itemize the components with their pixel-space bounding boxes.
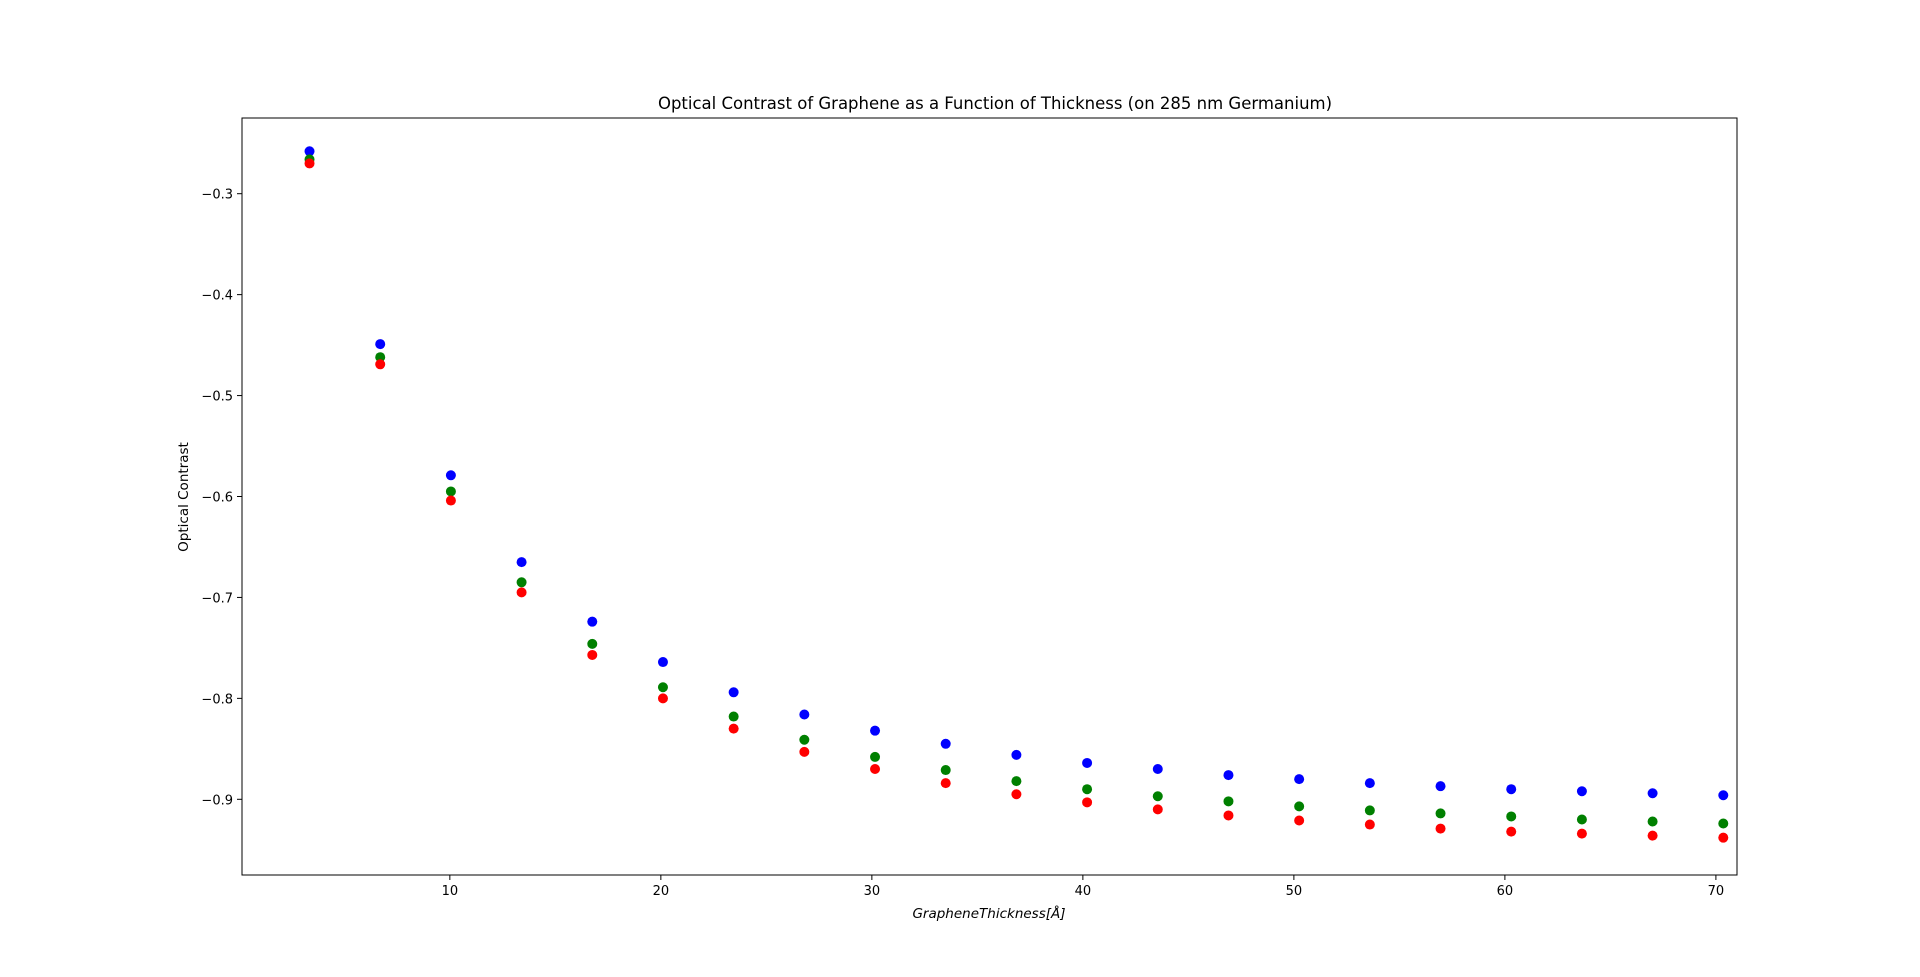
data-point (1506, 826, 1517, 837)
data-point (1718, 818, 1729, 829)
data-point (1435, 781, 1446, 792)
data-point (728, 687, 739, 698)
x-tick-label: 30 (864, 884, 881, 899)
data-point (516, 557, 527, 568)
data-point (799, 734, 810, 745)
data-point (445, 486, 456, 497)
data-point (1576, 828, 1587, 839)
data-point (1223, 810, 1234, 821)
data-point (1011, 749, 1022, 760)
data-point (940, 778, 951, 789)
y-tick-label: −0.4 (201, 289, 233, 304)
data-point (304, 158, 315, 169)
data-point (1294, 801, 1305, 812)
data-point (1435, 823, 1446, 834)
y-tick-label: −0.9 (201, 793, 233, 808)
y-tick-label: −0.6 (201, 491, 233, 506)
chart-title: Optical Contrast of Graphene as a Functi… (658, 94, 1332, 113)
data-point (1506, 784, 1517, 795)
data-point (445, 495, 456, 506)
data-point (1011, 776, 1022, 787)
x-tick-label: 40 (1075, 884, 1092, 899)
data-point (728, 723, 739, 734)
data-point (1647, 816, 1658, 827)
data-point (870, 751, 881, 762)
x-tick-label: 70 (1708, 884, 1725, 899)
data-point (1294, 815, 1305, 826)
data-point (1364, 819, 1375, 830)
series-1 (304, 154, 1729, 829)
x-axis-ticks: 10 20 30 40 50 60 70 (442, 875, 1725, 899)
data-point (728, 711, 739, 722)
data-point (1223, 796, 1234, 807)
data-point (516, 577, 527, 588)
data-point (799, 746, 810, 757)
data-point (1152, 804, 1163, 815)
x-tick-label: 10 (442, 884, 459, 899)
data-point (1435, 808, 1446, 819)
data-point (1223, 770, 1234, 781)
data-point (657, 682, 668, 693)
data-point (1506, 811, 1517, 822)
x-tick-label: 20 (653, 884, 670, 899)
data-point (940, 738, 951, 749)
data-point (940, 765, 951, 776)
data-point (1647, 830, 1658, 841)
data-point (375, 352, 386, 363)
x-axis-label: GrapheneThickness[Å] (912, 905, 1065, 922)
data-point (375, 339, 386, 350)
data-point (587, 616, 598, 627)
data-point (870, 764, 881, 775)
data-point (304, 146, 315, 157)
data-point (516, 587, 527, 598)
data-point (1576, 814, 1587, 825)
data-point (1152, 764, 1163, 775)
data-point (657, 657, 668, 668)
y-tick-label: −0.5 (201, 390, 233, 405)
y-tick-label: −0.3 (201, 188, 233, 203)
data-point (799, 709, 810, 720)
data-point (587, 638, 598, 649)
y-tick-label: −0.7 (201, 591, 233, 606)
data-point (1294, 774, 1305, 785)
data-point (587, 649, 598, 660)
data-point (445, 470, 456, 481)
data-point (1082, 797, 1093, 808)
data-point (1152, 791, 1163, 802)
data-point (1082, 784, 1093, 795)
y-tick-label: −0.8 (201, 692, 233, 707)
data-point (1647, 788, 1658, 799)
data-point (1718, 790, 1729, 801)
x-tick-label: 50 (1286, 884, 1303, 899)
data-point (1082, 757, 1093, 768)
data-point (1576, 786, 1587, 797)
data-point (1718, 832, 1729, 843)
x-tick-label: 60 (1497, 884, 1514, 899)
data-point (1364, 778, 1375, 789)
data-point (375, 359, 386, 370)
data-point (1364, 805, 1375, 816)
data-point (657, 693, 668, 704)
y-axis-label: Optical Contrast (176, 442, 192, 552)
y-axis-ticks: −0.3 −0.4 −0.5 −0.6 −0.7 −0.8 −0.9 (201, 188, 242, 808)
data-point (1011, 789, 1022, 800)
series-0 (304, 146, 1729, 801)
data-point (870, 725, 881, 736)
series-2 (304, 158, 1729, 843)
data-points (304, 146, 1729, 843)
